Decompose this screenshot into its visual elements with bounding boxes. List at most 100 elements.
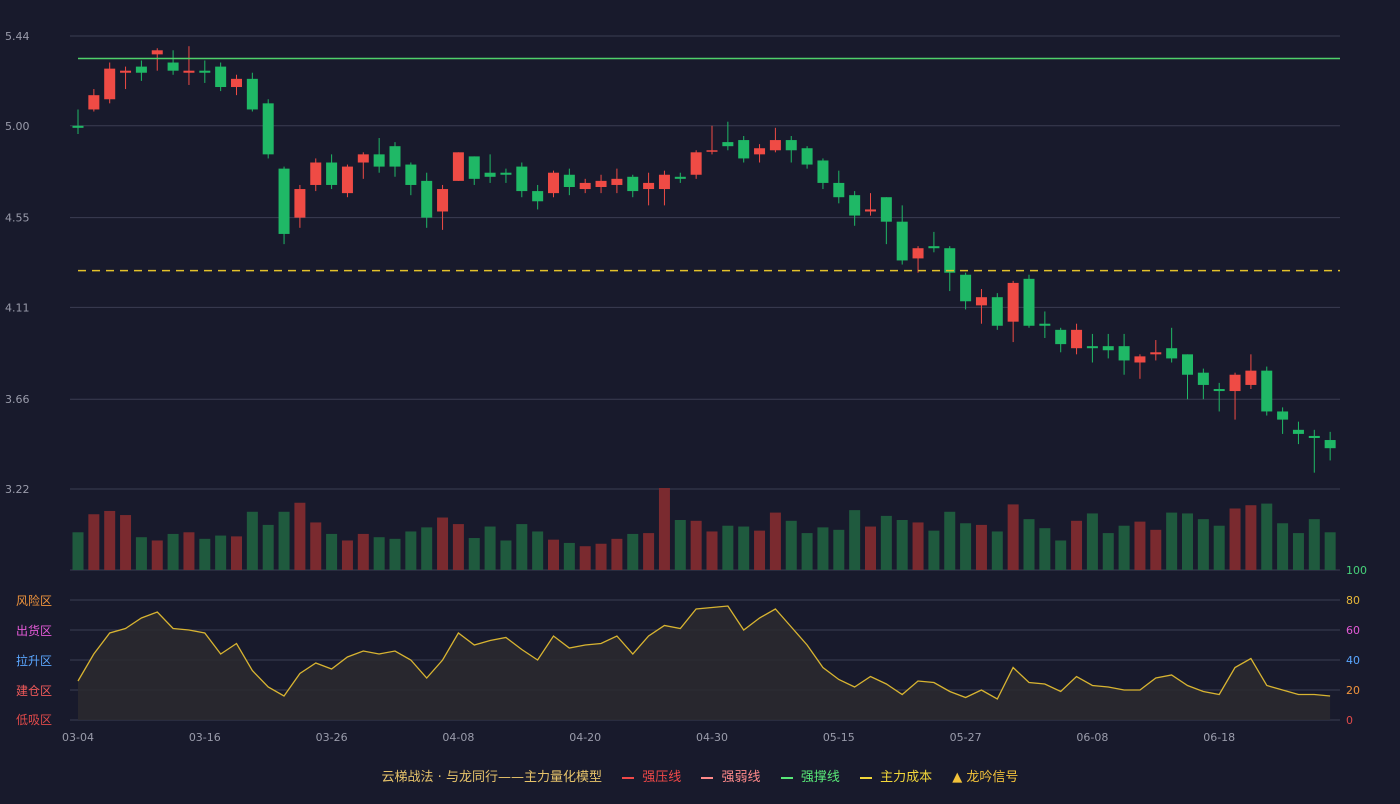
volume-bar — [294, 502, 306, 570]
indicator-tick-label: 20 — [1346, 684, 1360, 697]
price-tick-label: 5.44 — [5, 30, 30, 43]
candle-body — [262, 103, 274, 155]
candle-body — [1229, 374, 1241, 392]
candle-body — [722, 142, 734, 147]
volume-bar — [1118, 525, 1130, 570]
indicator-tick-label: 100 — [1346, 564, 1367, 577]
candle-body — [88, 95, 100, 110]
legend-item-strong-pressure[interactable]: 强压线 — [622, 766, 681, 785]
volume-bar — [310, 522, 322, 570]
legend-label: 主力成本 — [880, 770, 933, 785]
candle-body — [151, 50, 163, 55]
volume-bar — [833, 529, 845, 570]
indicator-tick-label: 80 — [1346, 594, 1360, 607]
volume-bar — [928, 530, 940, 570]
volume-bar — [437, 517, 449, 570]
volume-bar — [738, 526, 750, 570]
volume-bar — [88, 514, 100, 570]
volume-bar — [389, 538, 401, 570]
candle-body — [199, 70, 211, 73]
volume-bar — [1229, 508, 1241, 570]
candle-body — [880, 197, 892, 222]
candle-body — [1102, 346, 1114, 351]
date-tick-label: 05-27 — [950, 731, 982, 744]
volume-bar — [500, 540, 512, 570]
volume-bar — [579, 546, 591, 570]
volume-bar — [1292, 533, 1304, 570]
volume-bar — [1261, 503, 1273, 570]
reference-lines — [78, 57, 1340, 272]
candle-body — [738, 140, 750, 159]
candle-body — [1308, 435, 1320, 438]
volume-bar — [944, 511, 956, 570]
candle-body — [1007, 282, 1019, 322]
candle-body — [833, 182, 845, 198]
zone-label: 建仓区 — [16, 684, 52, 698]
dashed-line-icon — [859, 776, 872, 779]
candle-body — [658, 174, 670, 190]
candle-body — [183, 70, 195, 73]
legend-item-strong-weak[interactable]: 强弱线 — [701, 766, 761, 785]
date-tick-label: 03-04 — [62, 731, 94, 744]
candle-body — [357, 154, 369, 163]
volume-bar — [1102, 533, 1114, 570]
volume-bar — [849, 510, 861, 570]
zone-label: 拉升区 — [16, 653, 52, 668]
volume-bar — [1007, 504, 1019, 570]
date-tick-label: 04-08 — [442, 731, 474, 744]
candle-body — [468, 156, 480, 179]
legend-item-main-cost[interactable]: 主力成本 — [859, 766, 933, 785]
volume-bar — [1150, 529, 1162, 570]
candle-body — [865, 209, 876, 212]
volume-bar — [278, 511, 290, 570]
candle-body — [135, 66, 147, 73]
volume-bar — [865, 526, 876, 570]
volume-bar — [231, 536, 242, 570]
candle-body — [674, 176, 686, 179]
volume-bar — [991, 531, 1003, 570]
chart-legend: 云梯战法 · 与龙同行——主力量化模型 强压线 强弱线 强撑线 主力成本 ▲ 龙… — [0, 766, 1400, 785]
legend-item-dragon-signal[interactable]: ▲ 龙吟信号 — [952, 766, 1018, 785]
volume-bar — [801, 533, 813, 570]
legend-label: 云梯战法 · 与龙同行——主力量化模型 — [381, 770, 602, 785]
candle-body — [516, 166, 528, 192]
candle-body — [960, 274, 972, 302]
triangle-icon: ▲ — [952, 770, 963, 785]
candle-body — [1134, 356, 1146, 363]
candle-body — [1182, 354, 1193, 375]
candle-body — [1039, 323, 1051, 326]
volume-bar — [975, 524, 987, 570]
volume-bars — [72, 488, 1336, 570]
indicator-tick-label: 40 — [1346, 654, 1360, 667]
legend-item-strong-support[interactable]: 强撑线 — [780, 766, 840, 785]
volume-bar — [1039, 528, 1051, 570]
legend-label: 强压线 — [642, 770, 682, 785]
volume-bar — [595, 543, 607, 570]
volume-bar — [1308, 519, 1320, 570]
candle-body — [278, 168, 290, 234]
candle-body — [437, 189, 449, 212]
candle-body — [1166, 348, 1178, 359]
candle-body — [389, 146, 401, 167]
date-tick-label: 05-15 — [823, 731, 855, 744]
legend-item-model[interactable]: 云梯战法 · 与龙同行——主力量化模型 — [382, 766, 602, 785]
price-tick-label: 3.66 — [5, 393, 30, 406]
legend-label: 强弱线 — [721, 770, 761, 785]
candle-body — [72, 125, 84, 128]
volume-bar — [627, 533, 639, 570]
candle-body — [769, 140, 781, 151]
candle-body — [627, 176, 639, 192]
candle-body — [310, 162, 322, 185]
zone-label: 风险区 — [16, 593, 52, 608]
price-tick-label: 3.22 — [5, 483, 30, 496]
volume-bar — [167, 533, 179, 570]
candle-body — [1324, 440, 1336, 449]
date-tick-label: 03-26 — [316, 731, 348, 744]
volume-bar — [405, 531, 417, 570]
volume-bar — [120, 515, 132, 570]
volume-bar — [468, 538, 480, 570]
candle-body — [1292, 429, 1304, 434]
volume-bar — [1023, 519, 1035, 570]
volume-bar — [611, 538, 623, 570]
volume-bar — [674, 519, 686, 570]
